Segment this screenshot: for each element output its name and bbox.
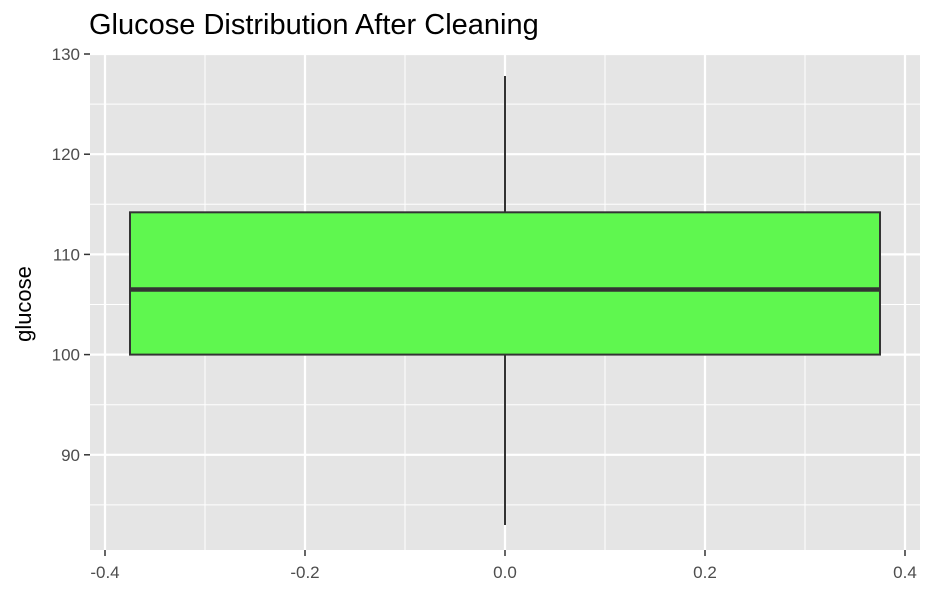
- x-tick-label: 0.4: [893, 563, 917, 582]
- x-tick-label: -0.2: [290, 563, 319, 582]
- x-tick-label: 0.0: [493, 563, 517, 582]
- boxplot-marks: [129, 76, 881, 525]
- y-tick-label: 110: [53, 245, 80, 264]
- y-tick-label: 90: [61, 446, 80, 465]
- chart-title: Glucose Distribution After Cleaning: [89, 9, 539, 41]
- y-tick-label: 100: [52, 346, 80, 365]
- x-tick-label: -0.4: [90, 563, 119, 582]
- iqr-box: [129, 211, 881, 356]
- y-tick-label: 120: [52, 145, 80, 164]
- y-axis-label: glucose: [11, 266, 36, 342]
- axes: -0.4 -0.2 0.0 0.2 0.4 90 100 110 120 130: [52, 45, 917, 582]
- x-tick-label: 0.2: [693, 563, 717, 582]
- y-tick-label: 130: [52, 45, 80, 64]
